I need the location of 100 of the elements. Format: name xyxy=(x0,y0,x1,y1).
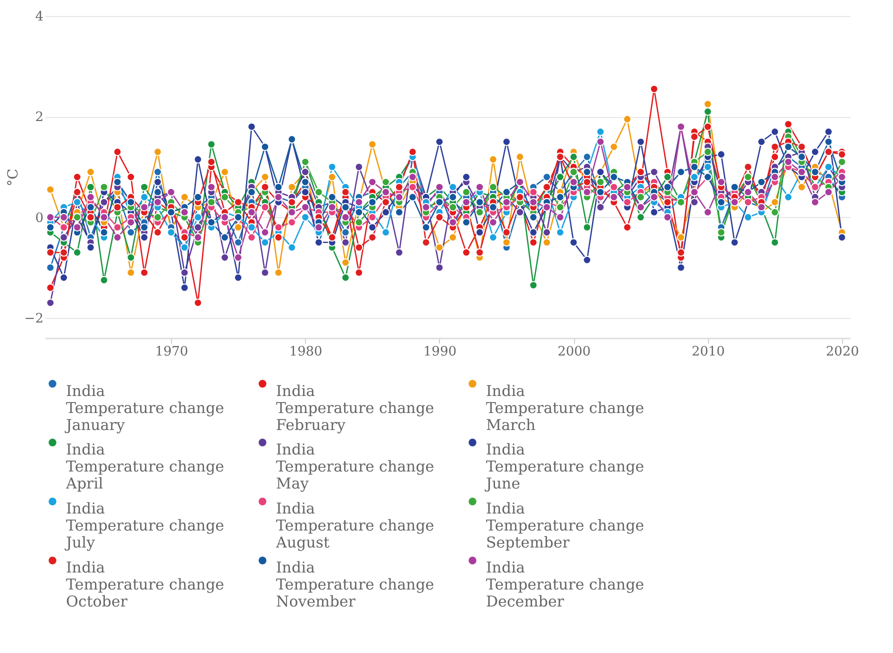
point xyxy=(220,213,229,222)
point xyxy=(220,168,229,176)
point xyxy=(596,128,605,136)
point xyxy=(610,172,618,182)
legend-label: India Temperature change February xyxy=(276,382,434,434)
point xyxy=(100,276,108,284)
point xyxy=(770,128,780,136)
point xyxy=(180,192,189,202)
point xyxy=(542,172,551,182)
point xyxy=(542,238,551,247)
point xyxy=(140,233,148,242)
point xyxy=(46,263,55,272)
point xyxy=(247,208,256,216)
point xyxy=(194,298,202,307)
point xyxy=(716,198,726,206)
point xyxy=(623,198,632,206)
point xyxy=(60,273,68,282)
legend-label: India Temperature change October xyxy=(66,558,224,610)
point xyxy=(784,142,792,152)
point xyxy=(838,150,846,159)
point xyxy=(113,202,122,212)
point xyxy=(810,148,820,156)
point xyxy=(663,172,672,182)
point xyxy=(529,198,538,206)
point xyxy=(448,218,458,226)
point xyxy=(46,298,55,307)
point xyxy=(516,208,524,216)
point xyxy=(368,140,377,148)
point xyxy=(650,208,658,216)
point xyxy=(408,192,417,202)
point xyxy=(663,182,672,192)
point xyxy=(716,178,726,186)
point xyxy=(448,182,458,192)
point xyxy=(744,162,752,172)
point xyxy=(247,223,256,232)
point xyxy=(757,178,766,186)
point xyxy=(704,162,712,172)
point xyxy=(153,213,162,222)
point xyxy=(207,158,216,166)
point xyxy=(784,192,792,202)
point xyxy=(368,223,377,232)
point xyxy=(462,188,470,196)
point xyxy=(502,198,511,206)
point xyxy=(86,182,95,192)
point xyxy=(354,218,364,226)
point xyxy=(60,213,68,222)
point xyxy=(770,152,780,162)
point xyxy=(140,268,148,277)
point xyxy=(288,218,296,226)
x-tick-label: 1990 xyxy=(423,344,456,360)
point xyxy=(382,208,390,216)
point xyxy=(462,248,470,257)
point xyxy=(569,152,578,162)
legend-label: India Temperature change January xyxy=(64,382,224,434)
legend-label: India Temperature change August xyxy=(275,500,434,552)
point xyxy=(328,162,336,172)
legend-label: India Temperature change May xyxy=(276,440,434,492)
point xyxy=(636,192,645,202)
point xyxy=(582,178,592,186)
point xyxy=(260,172,270,182)
point xyxy=(180,233,189,242)
legend-label: India Temperature change July xyxy=(64,500,224,552)
point xyxy=(824,138,833,146)
point xyxy=(72,223,82,232)
y-tick-label: −2 xyxy=(24,311,44,326)
point xyxy=(341,228,350,237)
point xyxy=(341,213,350,222)
point xyxy=(744,213,752,222)
point xyxy=(502,228,511,237)
point xyxy=(529,280,538,290)
point xyxy=(704,122,712,131)
legend-label: India Temperature change September xyxy=(486,500,644,552)
point xyxy=(328,172,336,182)
point xyxy=(341,188,350,196)
point xyxy=(475,228,484,237)
point xyxy=(569,238,578,247)
point xyxy=(207,182,216,192)
point xyxy=(382,178,390,186)
legend-label: India Temperature change June xyxy=(484,440,644,492)
point xyxy=(408,172,417,182)
point xyxy=(435,263,444,272)
point xyxy=(194,223,202,232)
point xyxy=(153,168,162,176)
point xyxy=(72,248,82,257)
point xyxy=(582,152,592,162)
point xyxy=(207,140,216,148)
y-tick-label: 2 xyxy=(35,110,44,126)
point xyxy=(180,283,189,292)
point xyxy=(770,198,780,206)
point xyxy=(46,283,55,292)
point xyxy=(180,268,189,277)
y-tick-label: 0 xyxy=(35,210,44,226)
point xyxy=(126,218,136,226)
x-tick-label: 2020 xyxy=(826,344,859,360)
point xyxy=(341,258,350,267)
point xyxy=(100,228,108,237)
point xyxy=(582,256,592,264)
point xyxy=(341,238,350,247)
point xyxy=(140,223,148,232)
point xyxy=(770,142,780,152)
